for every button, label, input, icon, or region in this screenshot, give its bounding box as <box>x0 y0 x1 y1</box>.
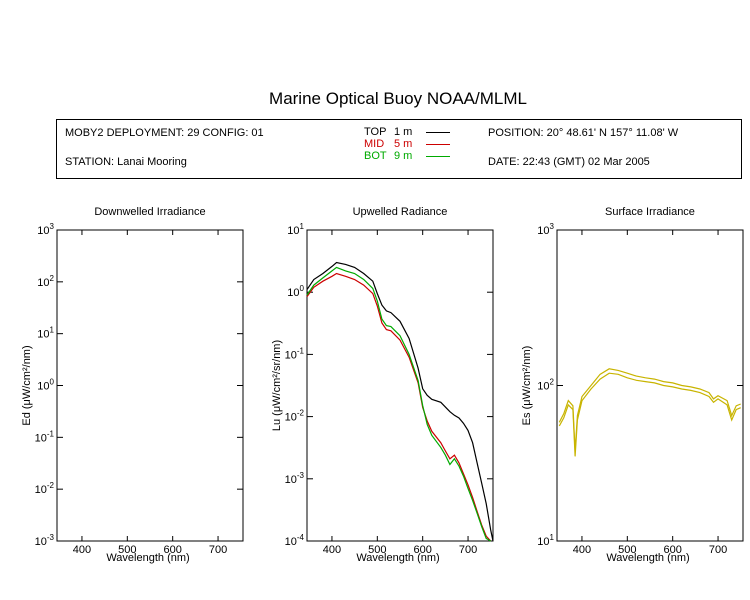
x-tick-label: 400 <box>573 544 591 556</box>
page-title: Marine Optical Buoy NOAA/MLML <box>269 89 527 108</box>
y-tick-label: 101 <box>287 222 304 237</box>
x-tick-label: 700 <box>709 544 727 556</box>
x-tick-label: 500 <box>368 544 386 556</box>
y-axis-label: Lu (μW/cm²/sr/nm) <box>271 340 283 431</box>
plot-frame <box>556 229 744 542</box>
legend-name: TOP <box>364 126 387 138</box>
legend-line <box>426 143 450 145</box>
x-tick-label: 500 <box>618 544 636 556</box>
y-tick-label: 101 <box>37 326 54 341</box>
x-axis-label: Wavelength (nm) <box>356 552 439 564</box>
x-axis-label: Wavelength (nm) <box>106 552 189 564</box>
y-tick-label: 102 <box>537 378 554 393</box>
deployment-info-box <box>56 119 742 179</box>
chart-panel-1: 400 500 600 700 10-3 10-2 10-1 100 101 102 103 Down… <box>21 206 244 564</box>
y-tick-label: 10-1 <box>285 346 305 361</box>
x-tick-label: 500 <box>118 544 136 556</box>
plot-frame <box>306 229 494 542</box>
series-line <box>558 368 741 451</box>
series-line <box>306 261 494 542</box>
legend-item-top: TOP 1 m <box>364 126 450 138</box>
x-tick-label: 600 <box>664 544 682 556</box>
y-tick-label: 10-3 <box>285 471 305 486</box>
y-tick-label: 10-2 <box>35 481 55 496</box>
y-tick-label: 10-1 <box>35 429 55 444</box>
legend-depth: 1 m <box>394 126 413 138</box>
deployment-label: MOBY2 DEPLOYMENT: 29 CONFIG: 01 <box>65 127 264 139</box>
chart-title: Surface Irradiance <box>605 206 695 218</box>
position-label: POSITION: 20° 48.61' N 157° 11.08' W <box>488 127 679 139</box>
chart-panel-2: 400 500 600 700 10-4 10-3 10-2 10-1 100 101 Upwell… <box>271 206 494 564</box>
y-tick-label: 101 <box>537 533 554 548</box>
x-tick-label: 400 <box>73 544 91 556</box>
legend-line <box>426 131 450 133</box>
x-tick-label: 700 <box>459 544 477 556</box>
x-tick-label: 400 <box>323 544 341 556</box>
y-tick-label: 10-3 <box>35 533 55 548</box>
chart-title: Upwelled Radiance <box>353 206 448 218</box>
y-axis-label: Es (μW/cm²/nm) <box>521 346 533 426</box>
legend-item-mid: MID 5 m <box>364 138 450 150</box>
legend-depth: 5 m <box>394 138 413 150</box>
series-line <box>558 372 741 457</box>
x-tick-label: 600 <box>164 544 182 556</box>
date-label: DATE: 22:43 (GMT) 02 Mar 2005 <box>488 156 650 168</box>
y-tick-label: 103 <box>537 222 554 237</box>
legend-item-bot: BOT 9 m <box>364 150 450 162</box>
legend-name: MID <box>364 138 385 150</box>
series-line <box>306 266 492 542</box>
station-label: STATION: Lanai Mooring <box>65 156 187 168</box>
x-axis-label: Wavelength (nm) <box>606 552 689 564</box>
y-tick-label: 10-2 <box>285 409 305 424</box>
y-tick-label: 100 <box>37 378 54 393</box>
chart-title: Downwelled Irradiance <box>94 206 205 218</box>
y-tick-label: 10-4 <box>285 533 305 548</box>
y-tick-label: 100 <box>287 284 304 299</box>
x-tick-label: 700 <box>209 544 227 556</box>
legend-line <box>426 155 450 157</box>
plot-frame <box>56 229 244 542</box>
chart-panel-3: 400 500 600 700 101 102 103 Surface Irradiance W… <box>521 206 744 564</box>
series-line <box>306 272 492 542</box>
y-tick-label: 102 <box>37 274 54 289</box>
y-axis-label: Ed (μW/cm²/nm) <box>21 345 33 425</box>
legend-depth: 9 m <box>394 150 413 162</box>
x-tick-label: 600 <box>414 544 432 556</box>
y-tick-label: 103 <box>37 222 54 237</box>
legend-name: BOT <box>364 150 387 162</box>
